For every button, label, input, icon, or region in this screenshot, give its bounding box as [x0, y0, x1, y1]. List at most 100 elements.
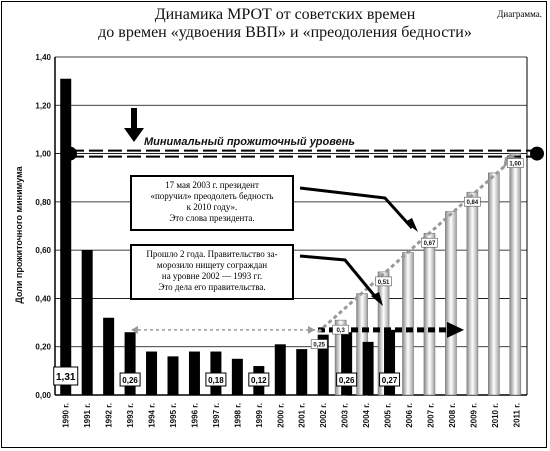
data-label: 0,18 [208, 376, 224, 385]
x-tick-label: 1996 г. [190, 403, 199, 428]
x-tick-label: 1998 г. [233, 403, 242, 428]
stagnation-left-arrowhead [131, 325, 138, 334]
projected-bar [402, 252, 414, 396]
data-label-box [379, 372, 401, 387]
bar [296, 349, 308, 395]
x-tick-label: 2003 г. [341, 403, 350, 428]
bar [231, 358, 243, 395]
y-tick-label: 1,20 [35, 101, 51, 110]
note-president: 17 мая 2003 г. президент «поручил» преод… [130, 175, 294, 231]
x-tick-label: 2005 г. [384, 403, 393, 428]
data-label: 0,26 [339, 376, 355, 385]
stagnation-right-arrowhead [308, 325, 315, 334]
projected-label-box [310, 339, 328, 349]
x-tick-label: 1995 г. [169, 403, 178, 428]
y-tick-label: 0,60 [35, 246, 51, 255]
note-government-line1: Прошло 2 года. Правительство за- [146, 249, 278, 259]
x-tick-label: 1997 г. [212, 403, 221, 428]
y-axis-ticks: 0,00 0,20 0,40 0,60 0,80 1,00 1,20 1,40 [35, 53, 51, 400]
data-label: 0,26 [122, 376, 138, 385]
projected-label-box [375, 276, 392, 287]
x-tick-label: 1999 г. [255, 403, 264, 428]
x-tick-label: 1991 г. [83, 403, 92, 428]
data-label-box [119, 372, 141, 387]
note-government-line3: на уровне 2002 — 1993 гг. [161, 271, 263, 281]
projected-label-box [464, 196, 481, 207]
projected-label: 1,00 [509, 162, 521, 168]
x-tick-label: 2002 г. [319, 403, 328, 428]
x-tick-label: 1993 г. [126, 403, 135, 428]
projected-bar [423, 232, 436, 396]
data-label: 0,27 [382, 376, 398, 385]
x-tick-label: 1990 г. [62, 403, 71, 428]
y-tick-label: 0,80 [35, 198, 51, 207]
bar [146, 351, 158, 395]
note-president-line3: к 2010 году». [186, 202, 238, 212]
note-government-line2: морозило нищету сограждан [156, 260, 268, 270]
bar [341, 332, 353, 395]
chart-title-line1: Динамика МРОТ от советских времен [154, 6, 416, 23]
bar [274, 344, 286, 395]
x-tick-label: 2006 г. [405, 403, 414, 428]
projected-label: 0,25 [313, 343, 325, 349]
projected-label: 0,51 [378, 280, 390, 286]
note-president-line4: Это слова президента. [169, 213, 255, 223]
x-tick-label: 1992 г. [105, 403, 114, 428]
overlay-lines [63, 108, 544, 338]
bar [81, 250, 93, 395]
data-label: 0,12 [251, 376, 267, 385]
data-label-box [205, 372, 227, 387]
subsistence-level-label: Минимальный прожиточный уровень [144, 136, 355, 148]
y-axis-label: Доли прожиточного минимума [14, 165, 24, 303]
projected-label-box [332, 324, 349, 335]
projected-bar [488, 172, 500, 396]
bar [60, 78, 72, 395]
data-label: 1,31 [56, 372, 76, 383]
x-tick-label: 2010 г. [491, 403, 500, 428]
bar [124, 332, 136, 395]
down-arrow-icon [124, 108, 144, 142]
projected-label: 0,84 [467, 200, 479, 206]
y-tick-label: 0,20 [35, 343, 51, 352]
bar [317, 334, 329, 395]
x-tick-label: 2009 г. [469, 403, 478, 428]
note-government-arrow [299, 254, 380, 301]
subsistence-end-dot [530, 146, 544, 161]
projected-label: 0,3 [336, 328, 345, 334]
x-tick-label: 2011 г. [512, 403, 521, 427]
subsistence-start-dot [63, 146, 77, 161]
data-label-box [336, 372, 358, 387]
corner-label: Диаграмма. [497, 9, 542, 19]
bar [103, 317, 115, 395]
note-president-line2: «поручил» преодолеть бедность [150, 191, 274, 201]
x-tick-label: 2000 г. [276, 403, 285, 428]
y-tick-label: 0,00 [35, 391, 51, 400]
projected-bar [466, 191, 479, 396]
note-government: Прошло 2 года. Правительство за- морозил… [130, 244, 294, 300]
data-label-box [53, 366, 79, 386]
x-tick-label: 2001 г. [298, 403, 307, 428]
y-tick-label: 1,00 [35, 150, 51, 159]
note-government-arrowhead [371, 292, 383, 306]
note-president-arrowhead [405, 218, 418, 232]
projected-label: 0,67 [424, 241, 436, 247]
projected-bar [509, 153, 522, 396]
note-president-arrow [299, 186, 414, 230]
note-president-line1: 17 мая 2003 г. президент [165, 180, 259, 190]
stagnation-arrowhead [447, 321, 464, 338]
bar [167, 356, 179, 395]
bar [188, 351, 200, 395]
projected-label-box [506, 158, 524, 168]
projected-label-box [421, 237, 438, 248]
x-axis-ticks: 1990 г. 1991 г. 1992 г. 1993 г. 1994 г. 1995 … [62, 403, 522, 428]
chart-title-line2: до времен «удвоения ВВП» и «преодоления … [98, 24, 472, 41]
note-government-line4: Это дела его правительства. [158, 282, 266, 292]
bar [384, 329, 396, 395]
x-tick-label: 2007 г. [426, 403, 435, 428]
x-tick-label: 2004 г. [362, 403, 371, 428]
x-tick-label: 2008 г. [448, 403, 457, 428]
data-labels: 1,31 0,26 0,18 0,12 0,26 0,27 0,25 0,3 0,51 0,67 0… [53, 158, 524, 387]
projected-bar [445, 211, 457, 396]
